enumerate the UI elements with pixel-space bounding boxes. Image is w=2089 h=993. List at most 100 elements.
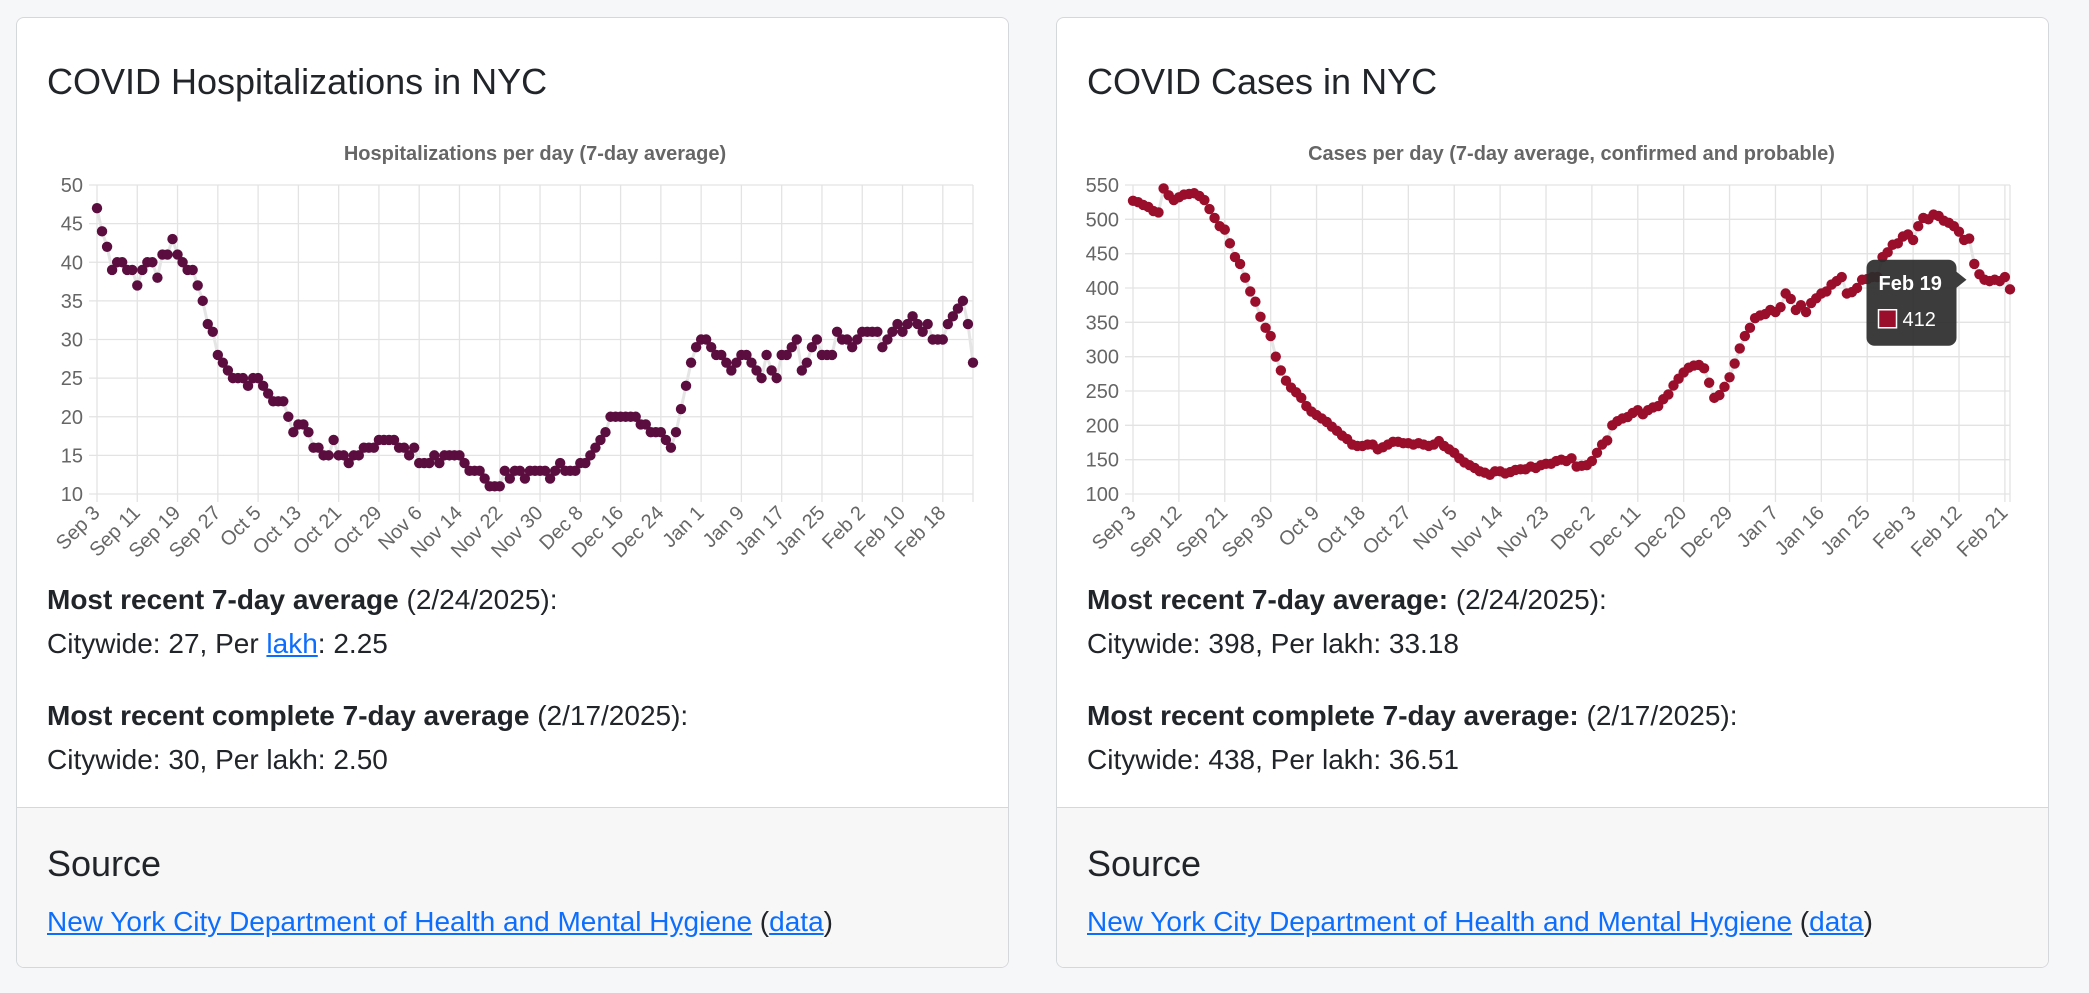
- hospitalizations-stats: Most recent 7-day average (2/24/2025): C…: [47, 578, 688, 782]
- data-point: [1953, 226, 1965, 237]
- chart-title: Hospitalizations per day (7-day average): [344, 143, 726, 165]
- data-point: [1698, 363, 1710, 374]
- data-point: [1969, 258, 1980, 270]
- data-point: [514, 465, 526, 477]
- data-point: [801, 357, 813, 368]
- source-line: New York City Department of Health and M…: [47, 906, 833, 938]
- data-point: [303, 427, 314, 438]
- data-point: [539, 465, 551, 477]
- complete-average-label: Most recent complete 7-day average:: [1087, 700, 1579, 731]
- data-point: [167, 233, 178, 245]
- data-point: [1586, 455, 1598, 467]
- data-point: [1296, 392, 1307, 404]
- recent-citywide-text: Citywide: 27, Per: [47, 628, 267, 659]
- data-point: [459, 457, 470, 469]
- data-point: [786, 342, 797, 353]
- data-point: [852, 334, 863, 345]
- y-tick-label: 200: [1086, 415, 1119, 437]
- data-point: [172, 249, 183, 260]
- data-point: [962, 318, 974, 330]
- data-point: [781, 349, 792, 361]
- complete-average-date: (2/17/2025):: [1578, 700, 1738, 731]
- data-point: [590, 442, 601, 453]
- tooltip-swatch: [1877, 309, 1898, 329]
- data-point: [343, 457, 354, 469]
- nyc-health-link[interactable]: New York City Department of Health and M…: [47, 906, 753, 937]
- data-link[interactable]: data: [1809, 906, 1864, 937]
- nyc-health-link[interactable]: New York City Department of Health and M…: [1087, 906, 1793, 937]
- x-tick-label: Feb 21: [1953, 502, 2013, 562]
- complete-average-date: (2/17/2025):: [529, 700, 689, 731]
- y-tick-label: 550: [1086, 175, 1119, 197]
- data-point: [499, 465, 510, 477]
- data-point: [262, 388, 274, 399]
- lakh-link[interactable]: lakh: [266, 628, 318, 659]
- data-point: [841, 334, 853, 345]
- data-point: [716, 349, 727, 361]
- data-point: [454, 450, 465, 461]
- data-point: [1275, 365, 1287, 376]
- data-point: [257, 380, 269, 392]
- y-tick-label: 250: [1086, 381, 1119, 403]
- data-point: [826, 349, 838, 361]
- data-point: [756, 372, 767, 384]
- data-point: [1234, 258, 1246, 270]
- cases-chart[interactable]: Cases per day (7-day average, confirmed …: [1057, 128, 2049, 578]
- data-point: [323, 450, 334, 461]
- paren-close: ): [1863, 906, 1873, 937]
- y-tick-label: 35: [61, 291, 83, 313]
- data-point: [746, 357, 757, 368]
- data-point: [252, 372, 264, 384]
- data-point: [212, 349, 224, 361]
- data-point: [429, 450, 440, 461]
- y-tick-label: 25: [61, 368, 83, 390]
- y-tick-label: 40: [61, 252, 83, 274]
- y-tick-label: 15: [61, 445, 83, 467]
- x-tick-label: Jan 25: [1817, 502, 1875, 560]
- complete-average-values: Citywide: 30, Per lakh: 2.50: [47, 744, 388, 775]
- data-point: [313, 442, 324, 453]
- data-point: [665, 442, 677, 453]
- data-point: [1851, 282, 1863, 294]
- data-point: [1729, 358, 1740, 369]
- data-point: [1224, 238, 1236, 249]
- data-point: [947, 311, 959, 322]
- data-point: [1703, 377, 1715, 388]
- data-point: [137, 264, 148, 276]
- data-point: [585, 450, 596, 461]
- data-point: [660, 434, 672, 446]
- data-point: [942, 318, 954, 330]
- data-point: [479, 473, 490, 484]
- data-point: [922, 318, 933, 330]
- data-point: [771, 372, 782, 384]
- data-point: [544, 473, 556, 484]
- hospitalizations-chart[interactable]: Hospitalizations per day (7-day average)…: [17, 128, 1009, 578]
- data-point: [872, 326, 883, 337]
- y-tick-label: 45: [61, 214, 83, 236]
- x-tick-label: Feb 12: [1907, 502, 1967, 562]
- data-point: [1785, 293, 1796, 305]
- data-point: [877, 342, 888, 353]
- data-point: [706, 342, 717, 353]
- data-point: [1260, 322, 1271, 334]
- data-point: [887, 326, 898, 337]
- source-section: Source New York City Department of Healt…: [1057, 807, 2048, 967]
- data-point: [1270, 351, 1281, 362]
- x-tick-label: Jan 16: [1771, 502, 1829, 560]
- data-point: [731, 357, 742, 368]
- data-point: [424, 457, 435, 469]
- x-tick-label: Sep 30: [1218, 502, 1278, 562]
- data-point: [882, 334, 893, 345]
- data-point: [288, 427, 299, 438]
- y-tick-label: 100: [1086, 484, 1119, 506]
- data-point: [494, 481, 505, 492]
- data-point: [937, 334, 948, 345]
- y-tick-label: 350: [1086, 312, 1119, 334]
- y-tick-label: 500: [1086, 209, 1119, 231]
- data-link[interactable]: data: [769, 906, 824, 937]
- y-tick-label: 400: [1086, 278, 1119, 300]
- data-point: [751, 365, 762, 376]
- y-tick-label: 50: [61, 175, 83, 197]
- y-tick-label: 30: [61, 330, 83, 352]
- data-point: [368, 442, 380, 453]
